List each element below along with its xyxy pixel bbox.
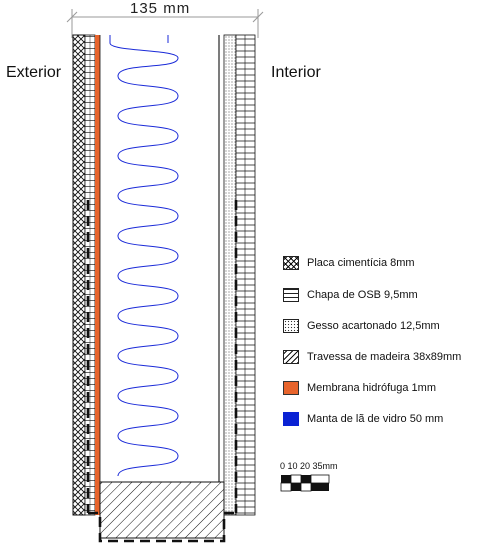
gypsum-board-outer (223, 34, 237, 516)
waterproof-membrane (95, 35, 100, 515)
dots-swatch-icon (283, 319, 299, 333)
horizontal-lines-swatch-icon (283, 288, 299, 302)
legend-item-osb: Chapa de OSB 9,5mm (283, 287, 418, 303)
osb-panel (84, 34, 96, 516)
glass-wool-insulation (109, 35, 179, 477)
legend-label: Travessa de madeira 38x89mm (307, 351, 462, 363)
interior-label: Interior (271, 64, 321, 81)
wood-crossbeam (99, 481, 225, 539)
legend-item-wood: Travessa de madeira 38x89mm (283, 349, 461, 365)
orange-swatch-icon (283, 381, 299, 395)
dimension-label: 135 mm (130, 0, 191, 17)
crosshatch-swatch-icon (283, 256, 299, 270)
cement-board-exterior (72, 34, 86, 516)
legend-item-gypsum: Gesso acartonado 12,5mm (283, 318, 440, 334)
legend-label: Membrana hidrófuga 1mm (307, 382, 437, 394)
diagonal-lines-swatch-icon (283, 350, 299, 364)
legend-item-glass-wool: Manta de lã de vidro 50 mm (283, 411, 443, 427)
gypsum-board-inner (235, 34, 256, 516)
scale-bar-ticks: 0 10 20 35mm (280, 461, 338, 471)
scale-bar (280, 474, 330, 492)
legend-item-membrane: Membrana hidrófuga 1mm (283, 380, 436, 396)
legend-label: Gesso acartonado 12,5mm (307, 320, 440, 332)
blue-swatch-icon (283, 412, 299, 426)
dimension-line (66, 9, 264, 38)
exterior-label: Exterior (6, 64, 62, 81)
legend-label: Chapa de OSB 9,5mm (307, 289, 418, 301)
dashed-contour (86, 200, 238, 543)
legend-label: Manta de lã de vidro 50 mm (307, 413, 444, 425)
legend-item-cement-board: Placa cimentícia 8mm (283, 255, 415, 271)
legend-label: Placa cimentícia 8mm (307, 257, 415, 269)
